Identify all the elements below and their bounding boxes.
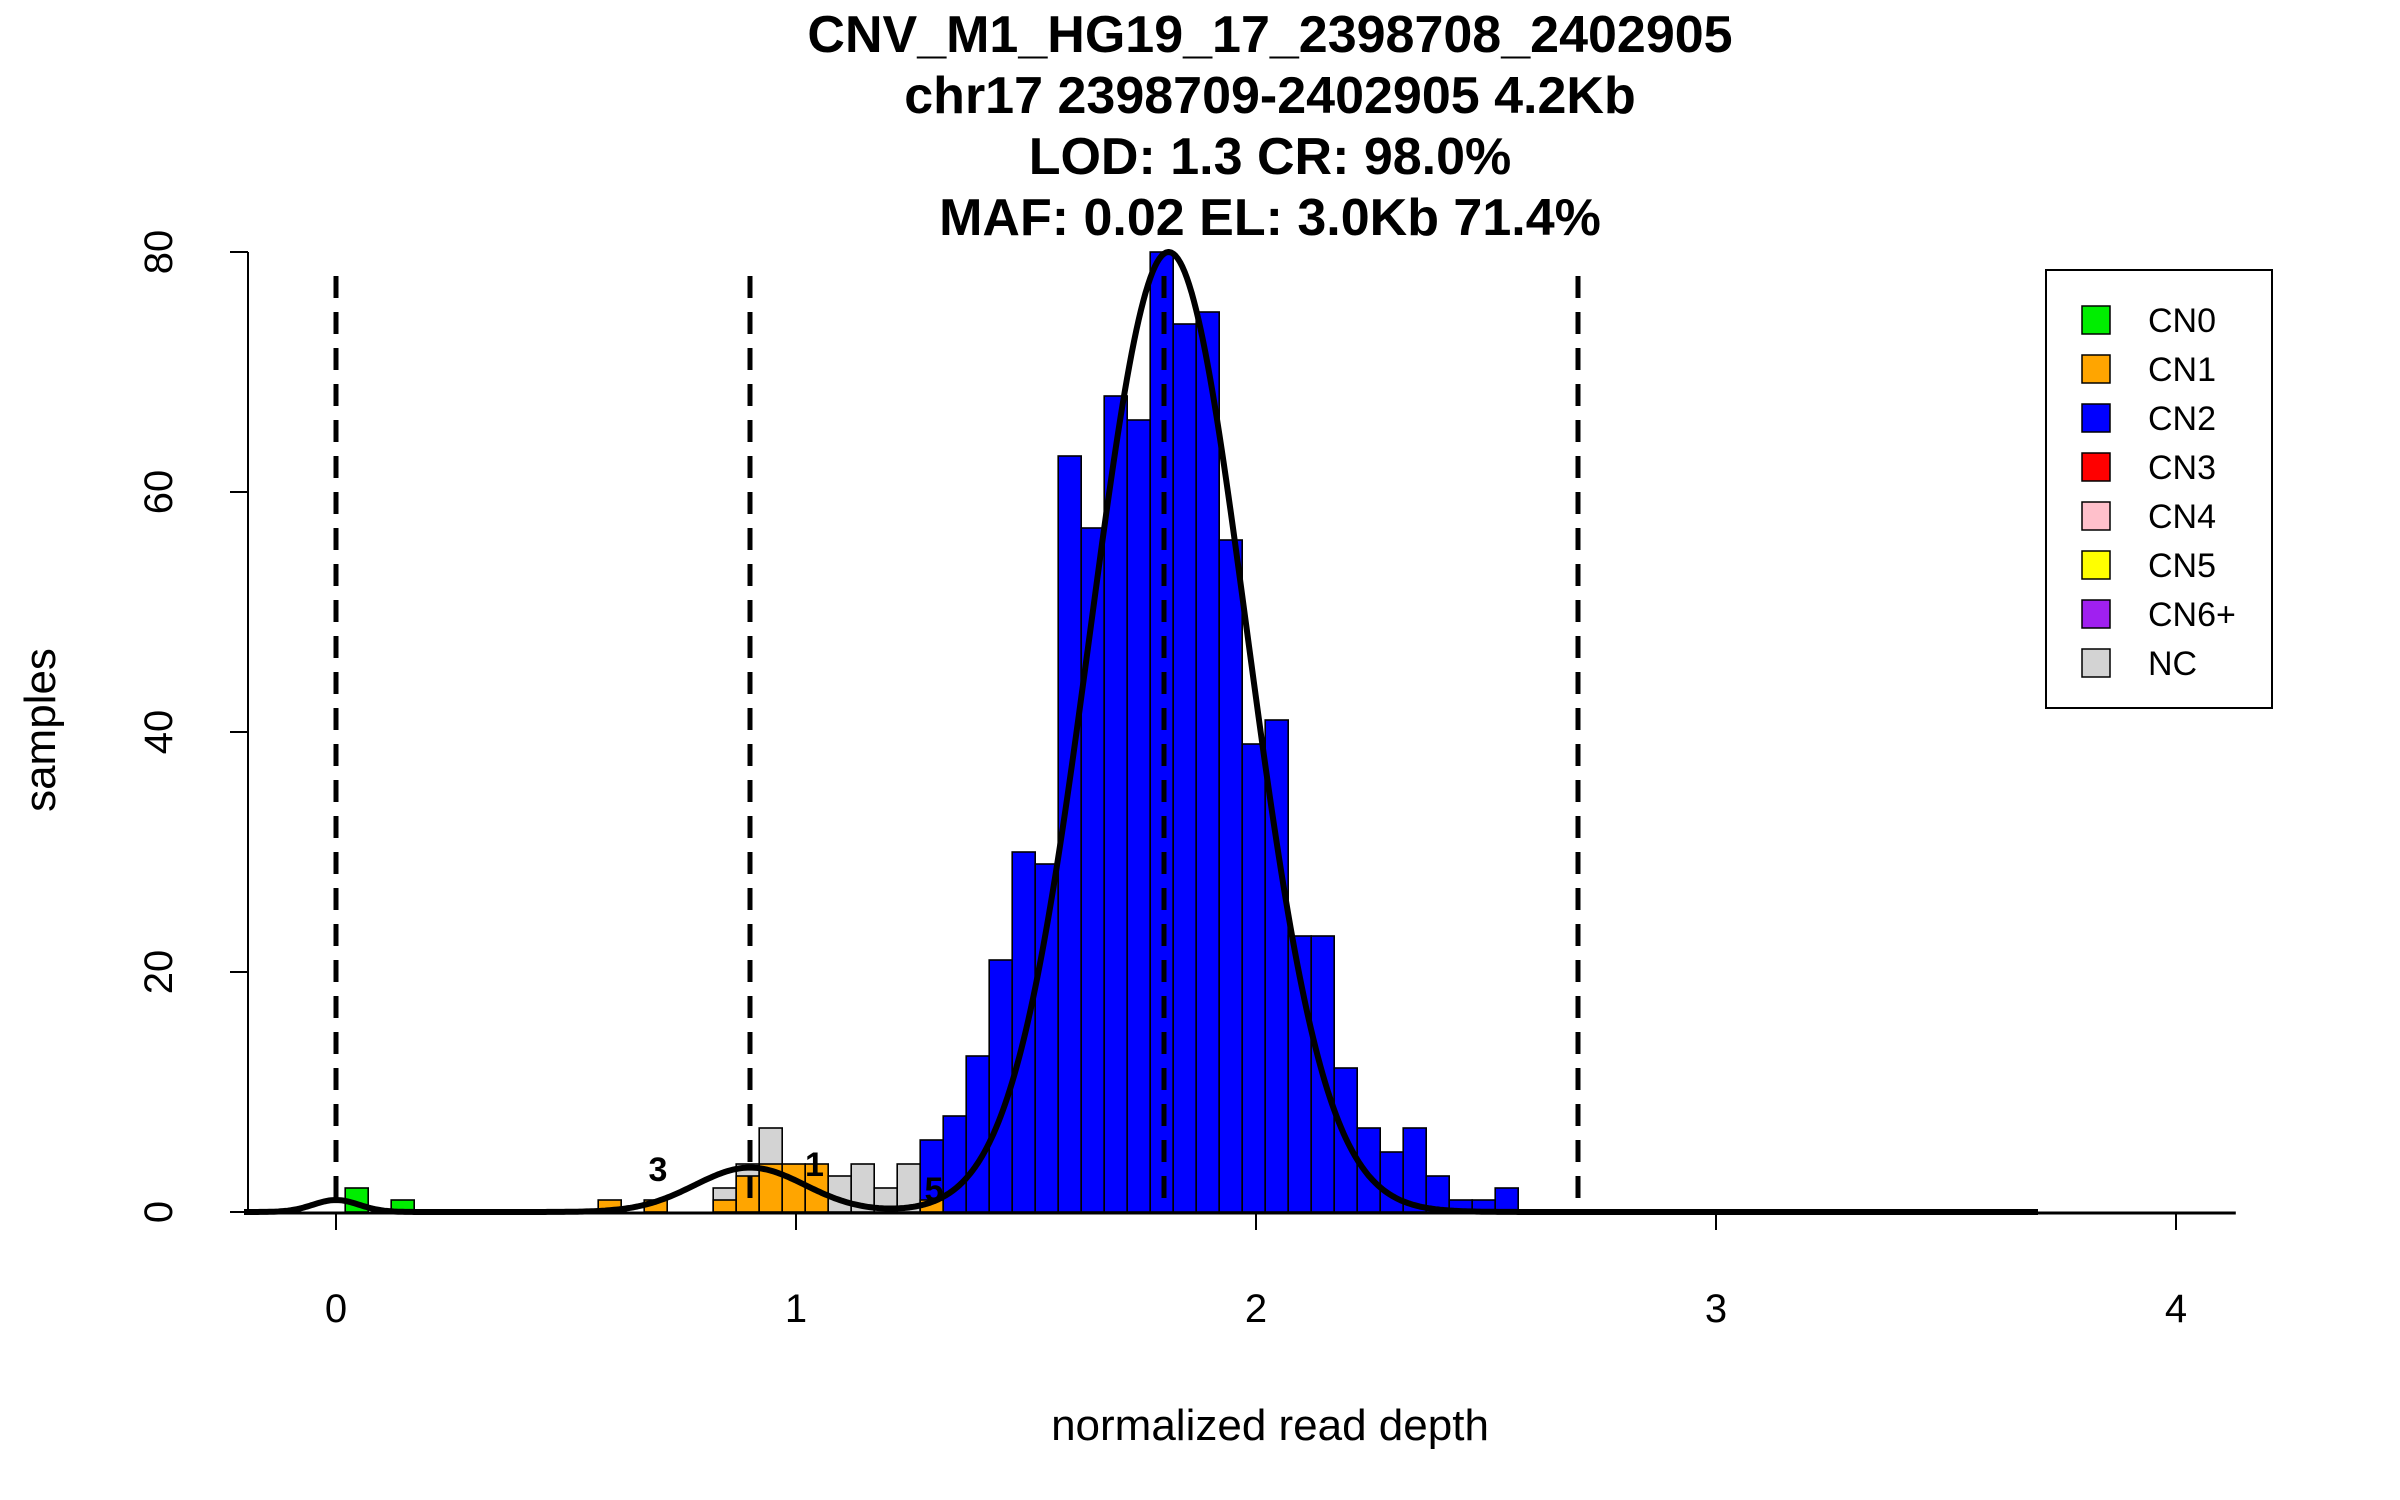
chart-title: CNV_M1_HG19_17_2398708_2402905 chr17 239… bbox=[807, 6, 1732, 247]
y-tick-label-0: 0 bbox=[137, 1201, 181, 1223]
x-tick-label-4: 4 bbox=[2165, 1287, 2187, 1331]
y-axis-label: samples bbox=[16, 648, 65, 812]
legend-swatch-cn1 bbox=[2081, 354, 2111, 384]
legend-swatch-cn4 bbox=[2081, 501, 2111, 531]
bar-cn2-28 bbox=[1172, 323, 1197, 1213]
y-tick-label-1: 20 bbox=[137, 950, 181, 995]
legend-label-cn2: CN2 bbox=[2148, 400, 2216, 438]
legend-swatch-cn3 bbox=[2081, 452, 2111, 482]
bar-cn2-19 bbox=[965, 1055, 991, 1213]
bar-cn2-38 bbox=[1402, 1127, 1427, 1213]
y-tick-label-3: 60 bbox=[137, 470, 181, 515]
legend-label-cn6+: CN6+ bbox=[2148, 596, 2236, 634]
bar-cn1-10 bbox=[781, 1163, 807, 1213]
y-tick-label-2: 40 bbox=[137, 710, 181, 755]
title-line-3: LOD: 1.3 CR: 98.0% bbox=[1029, 128, 1512, 186]
histogram-bars bbox=[344, 251, 1519, 1213]
title-line-1: CNV_M1_HG19_17_2398708_2402905 bbox=[807, 6, 1732, 64]
peak-label-0: 3 bbox=[649, 1151, 668, 1189]
copy-number-dashed-lines bbox=[333, 276, 1581, 1212]
bar-cn2-26 bbox=[1126, 419, 1151, 1213]
y-tick-label-4: 80 bbox=[137, 230, 181, 275]
title-line-4: MAF: 0.02 EL: 3.0Kb 71.4% bbox=[939, 189, 1601, 247]
legend-swatch-cn0 bbox=[2081, 305, 2111, 335]
peak-label-2: 5 bbox=[925, 1171, 944, 1209]
peak-count-labels: 3 1 5 bbox=[649, 1146, 944, 1209]
x-tick-label-0: 0 bbox=[325, 1287, 347, 1331]
x-tick-label-2: 2 bbox=[1245, 1287, 1267, 1331]
legend: CN0 CN1 CN2 CN3 CN4 CN5 CN6+ NC bbox=[2045, 269, 2273, 709]
legend-label-cn1: CN1 bbox=[2148, 351, 2216, 389]
peak-label-1: 1 bbox=[805, 1146, 824, 1184]
legend-label-cn3: CN3 bbox=[2148, 449, 2216, 487]
bar-cn1-5 bbox=[712, 1199, 738, 1213]
legend-swatch-nc bbox=[2081, 648, 2111, 678]
legend-label-cn4: CN4 bbox=[2148, 498, 2216, 536]
bar-cn2-30 bbox=[1218, 539, 1243, 1213]
legend-swatch-cn2 bbox=[2081, 403, 2111, 433]
legend-box bbox=[2045, 269, 2273, 709]
bar-cn2-31 bbox=[1241, 743, 1266, 1213]
legend-label-cn5: CN5 bbox=[2148, 547, 2216, 585]
x-tick-label-1: 1 bbox=[785, 1287, 807, 1331]
title-line-2: chr17 2398709-2402905 4.2Kb bbox=[904, 67, 1635, 125]
legend-label-cn0: CN0 bbox=[2148, 302, 2216, 340]
bar-cn2-29 bbox=[1195, 311, 1220, 1213]
legend-label-nc: NC bbox=[2148, 645, 2197, 683]
legend-swatch-cn6+ bbox=[2081, 599, 2111, 629]
legend-swatch-cn5 bbox=[2081, 550, 2111, 580]
x-axis-label: normalized read depth bbox=[1051, 1401, 1489, 1450]
x-tick-label-3: 3 bbox=[1705, 1287, 1727, 1331]
bar-cn2-42 bbox=[1494, 1187, 1519, 1213]
